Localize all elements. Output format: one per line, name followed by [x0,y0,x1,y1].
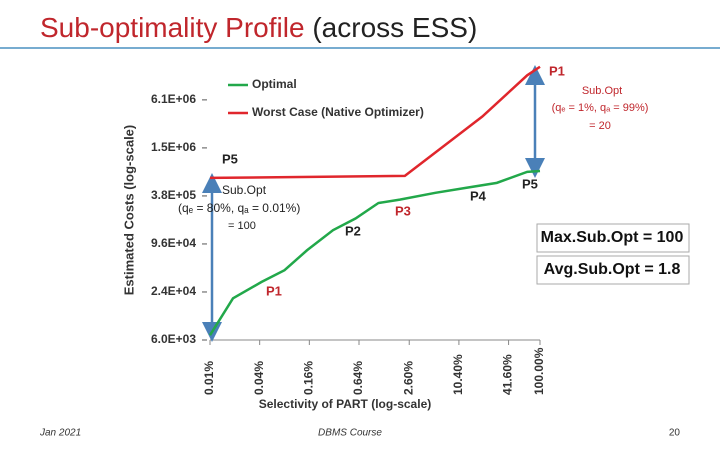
x-tick-label: 100.00% [532,347,546,395]
annotation: P1 [549,63,565,78]
x-tick-label: 2.60% [401,361,415,395]
footer-center: DBMS Course [318,428,382,439]
y-tick-label: 1.5E+06 [151,140,196,154]
y-tick-label: 6.1E+06 [151,92,196,106]
annotation: P5 [222,151,238,166]
y-tick-label: 3.8E+05 [151,188,196,202]
x-axis-label: Selectivity of PART (log-scale) [259,397,431,411]
series-line [209,65,541,180]
legend-label: Optimal [252,77,297,91]
annotation: Sub.Opt [222,183,267,197]
x-tick-label: 0.04% [252,361,266,395]
annotation: = 20 [589,120,611,132]
annotation: P5 [522,176,538,191]
x-tick-label: 0.64% [351,361,365,395]
annotation: P4 [470,188,487,203]
slide-title: Sub-optimality Profile (across ESS) [40,12,477,43]
x-tick-label: 0.01% [202,361,216,395]
annotation: (qₑ = 80%, qₐ = 0.01%) [178,201,300,215]
y-tick-label: 9.6E+04 [151,236,196,250]
y-tick-label: 2.4E+04 [151,284,196,298]
legend-label: Worst Case (Native Optimizer) [252,105,424,119]
annotation: P1 [266,283,282,298]
annotation: Sub.Opt [582,85,622,97]
series-line [208,169,541,336]
page-number: 20 [669,428,681,439]
annotation: Max.Sub.Opt = 100 [541,229,684,246]
x-tick-label: 10.40% [451,354,465,395]
annotation: P3 [395,203,411,218]
y-tick-label: 6.0E+03 [151,332,196,346]
x-tick-label: 41.60% [501,354,515,395]
title-main: Sub-optimality Profile [40,12,305,43]
title-note: (across ESS) [312,12,477,43]
max-box [536,223,690,253]
x-tick-label: 0.16% [302,361,316,395]
avg-box [536,255,690,285]
annotation: (qₑ = 1%, qₐ = 99%) [552,102,649,114]
footer-left: Jan 2021 [39,428,81,439]
annotation: = 100 [228,220,256,232]
annotation: P2 [345,223,361,238]
y-axis-label: Estimated Costs (log-scale) [121,125,136,296]
annotation: Avg.Sub.Opt = 1.8 [544,261,681,278]
